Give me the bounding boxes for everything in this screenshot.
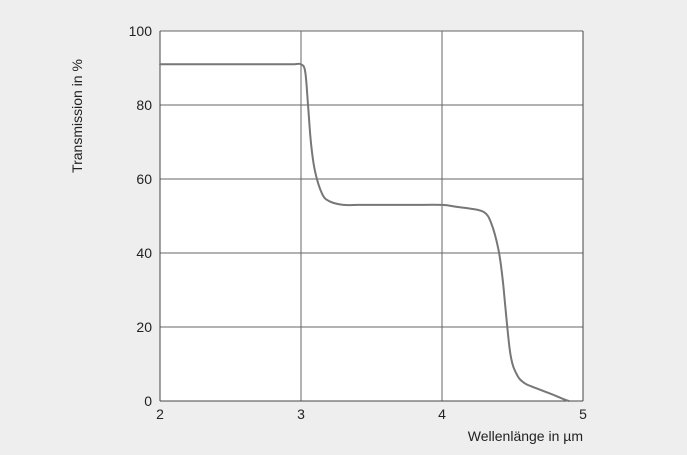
y-tick-label: 60	[136, 171, 152, 187]
series-lines	[159, 62, 570, 402]
y-axis-title: Transmission in %	[69, 59, 85, 173]
axes	[159, 31, 584, 402]
plot-area	[160, 31, 583, 401]
x-tick-label: 5	[579, 406, 587, 422]
y-tick-label: 100	[129, 23, 153, 39]
tick-labels: 0 20 40 60 80 100 2 3 4 5	[129, 23, 587, 422]
x-tick-label: 4	[438, 406, 446, 422]
y-tick-label: 20	[136, 319, 152, 335]
x-tick-label: 3	[297, 406, 305, 422]
x-axis-title: Wellenlänge in µm	[468, 428, 583, 444]
y-tick-label: 80	[136, 97, 152, 113]
x-tick-label: 2	[156, 406, 164, 422]
y-tick-label: 0	[144, 393, 152, 409]
grid-lines	[160, 30, 583, 401]
transmission-series-line	[159, 62, 570, 402]
y-tick-label: 40	[136, 245, 152, 261]
